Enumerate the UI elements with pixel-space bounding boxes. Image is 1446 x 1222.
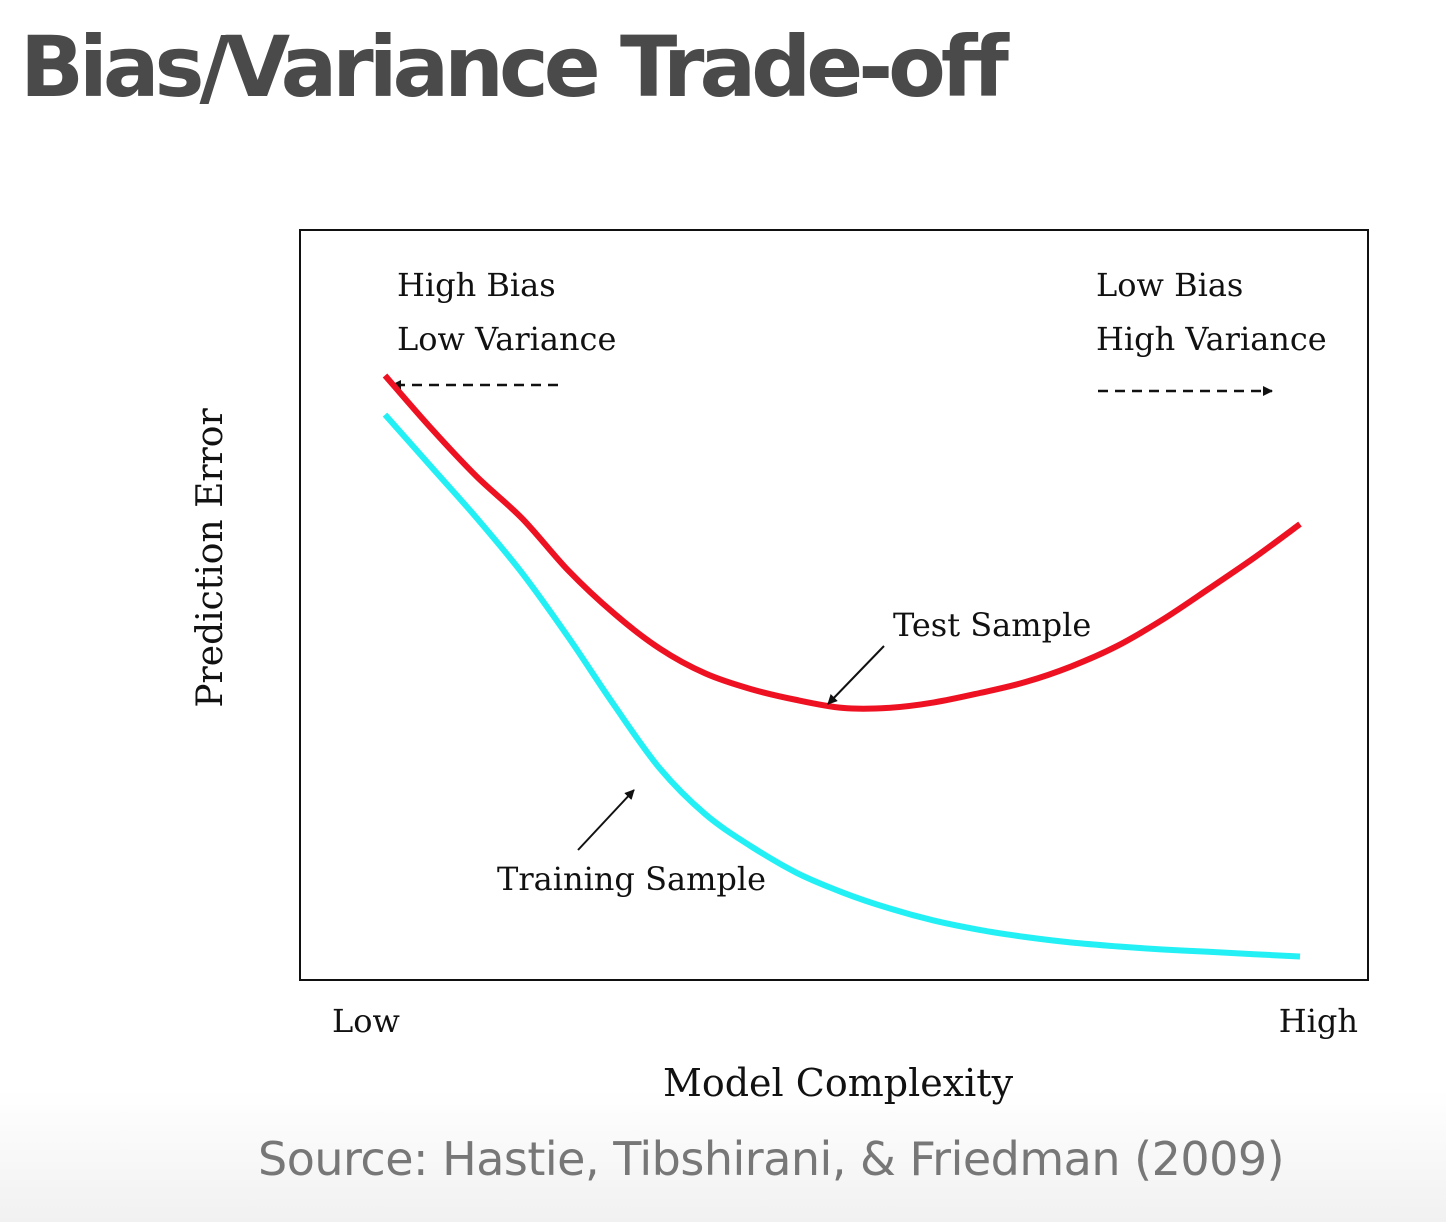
training-sample-pointer [577,789,635,851]
x-axis-label: Model Complexity [663,1061,1014,1105]
x-tick-label-low: Low [332,1002,400,1040]
region-label-high-variance: High Variance [1096,320,1327,358]
region-label-low-bias: Low Bias [1096,266,1243,304]
series-label-training-sample: Training Sample [497,860,766,898]
slide-title: Bias/Variance Trade-off [20,18,1009,116]
source-citation: Source: Hastie, Tibshirani, & Friedman (… [258,1132,1285,1186]
plot-frame [299,229,1369,981]
series-line-test-sample [382,373,1302,712]
region-label-low-variance: Low Variance [397,320,616,358]
region-label-high-bias: High Bias [397,266,556,304]
test-sample-pointer [827,645,885,705]
series-line-training-sample [382,412,1301,960]
series-label-test-sample: Test Sample [893,606,1091,644]
y-axis-label: Prediction Error [190,408,231,708]
x-tick-label-high: High [1279,1002,1358,1040]
